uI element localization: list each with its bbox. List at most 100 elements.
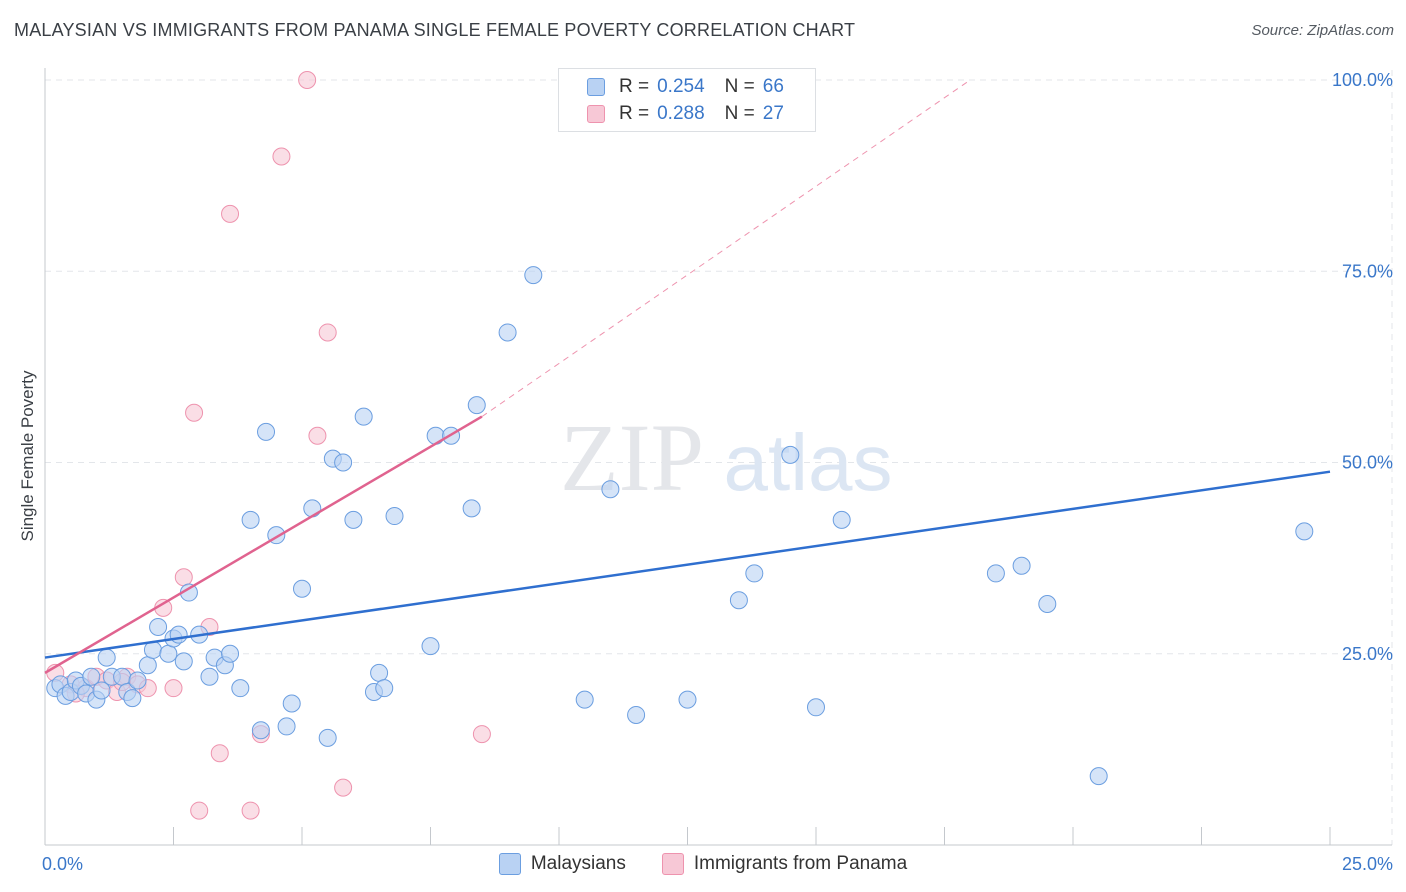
data-point-panama — [241, 801, 260, 820]
data-point-malaysian — [97, 648, 116, 667]
data-point-malaysian — [231, 679, 250, 698]
legend-item-panama[interactable]: Immigrants from Panama — [661, 853, 908, 875]
data-point-malaysian — [375, 679, 394, 698]
data-point-malaysian — [174, 652, 193, 671]
data-point-malaysian — [82, 667, 101, 686]
legend-r-label: R = — [619, 76, 650, 97]
data-point-malaysian — [678, 690, 697, 709]
data-point-malaysian — [149, 617, 168, 636]
legend-label-panama: Immigrants from Panama — [693, 853, 908, 874]
data-point-malaysian — [498, 323, 517, 342]
grid-lines — [45, 70, 1393, 845]
data-point-malaysian — [524, 266, 543, 285]
data-point-malaysian — [1295, 522, 1314, 541]
data-point-malaysian — [303, 499, 322, 518]
chart-title: MALAYSIAN VS IMMIGRANTS FROM PANAMA SING… — [14, 20, 856, 40]
data-point-panama — [318, 323, 337, 342]
x-tick-label: 25.0% — [1342, 854, 1393, 874]
data-point-panama — [298, 71, 317, 89]
data-point-malaysian — [113, 667, 132, 686]
tick-labels: 25.0% 50.0% 75.0% 100.0% 0.0% 25.0% — [42, 70, 1393, 874]
legend-row-panama: R = 0.288 N = 27 — [587, 101, 784, 127]
stats-legend: R = 0.254 N = 66 R = 0.288 N = 27 — [558, 68, 816, 132]
data-point-panama — [164, 679, 183, 698]
series-panama-points — [46, 71, 491, 820]
axes — [44, 68, 1392, 846]
data-point-malaysian — [729, 591, 748, 610]
watermark-zip: ZIP — [560, 404, 704, 511]
legend-r-value: 0.254 — [657, 76, 705, 97]
y-tick-label: 75.0% — [1342, 261, 1393, 281]
data-point-panama — [334, 778, 353, 797]
data-point-malaysian — [334, 453, 353, 472]
data-point-malaysian — [138, 656, 157, 675]
data-point-panama — [221, 204, 240, 223]
data-point-malaysian — [318, 728, 337, 747]
data-point-malaysian — [385, 507, 404, 526]
data-point-panama — [272, 147, 291, 166]
data-point-malaysian — [282, 694, 301, 713]
series-malaysians-points — [46, 266, 1314, 786]
data-point-malaysian — [807, 698, 825, 717]
x-tick-label: 0.0% — [42, 854, 83, 874]
trend-lines — [44, 79, 1331, 674]
data-point-malaysian — [344, 510, 363, 529]
legend-row-malaysians: R = 0.254 N = 66 — [587, 74, 784, 100]
data-point-malaysian — [745, 564, 764, 583]
data-point-malaysian — [123, 689, 142, 708]
legend-swatch-blue — [587, 78, 605, 96]
data-point-malaysian — [200, 667, 219, 686]
data-point-malaysian — [293, 579, 311, 598]
data-point-malaysian — [257, 422, 276, 441]
data-point-malaysian — [169, 625, 188, 644]
trend-line-malaysians — [44, 470, 1331, 659]
legend-n-label: N = — [724, 76, 755, 97]
legend-swatch-blue — [498, 853, 521, 875]
data-point-malaysian — [159, 644, 178, 663]
legend-r-label: R = — [619, 103, 650, 124]
legend-n-value: 27 — [762, 103, 784, 124]
legend-swatch-pink — [587, 105, 605, 123]
y-tick-label: 25.0% — [1342, 644, 1393, 664]
data-point-malaysian — [1089, 767, 1108, 786]
y-tick-label: 100.0% — [1332, 70, 1393, 90]
trend-line-panama — [44, 415, 483, 674]
data-point-malaysian — [1012, 556, 1031, 575]
data-point-panama — [472, 725, 491, 744]
legend-n-label: N = — [724, 103, 755, 124]
data-point-malaysian — [986, 564, 1005, 583]
data-point-malaysian — [462, 499, 481, 518]
data-point-malaysian — [277, 717, 296, 736]
data-point-malaysian — [421, 637, 440, 656]
data-point-panama — [210, 744, 229, 763]
data-point-malaysian — [627, 705, 646, 724]
data-point-malaysian — [601, 480, 620, 499]
data-point-malaysian — [221, 644, 240, 663]
legend-swatch-pink — [661, 853, 684, 875]
data-point-malaysian — [467, 396, 486, 415]
data-point-panama — [308, 426, 327, 445]
series-legend: Malaysians Immigrants from Panama — [0, 850, 1406, 878]
data-point-malaysian — [370, 663, 389, 682]
data-point-malaysian — [575, 690, 594, 709]
legend-r-value: 0.288 — [657, 103, 705, 124]
legend-n-value: 66 — [762, 76, 784, 97]
data-point-malaysian — [92, 681, 111, 700]
data-point-malaysian — [1038, 595, 1057, 614]
data-point-malaysian — [128, 671, 147, 690]
y-tick-label: 50.0% — [1342, 453, 1393, 473]
legend-label-malaysians: Malaysians — [530, 853, 626, 874]
source-label: Source: ZipAtlas.com — [1251, 22, 1394, 39]
data-point-panama — [190, 801, 209, 820]
data-point-panama — [174, 568, 193, 587]
data-point-malaysian — [251, 721, 270, 740]
data-point-malaysian — [832, 510, 851, 529]
data-point-malaysian — [781, 445, 800, 464]
watermark: ZIP atlas — [560, 404, 892, 511]
data-point-malaysian — [354, 407, 373, 426]
data-point-malaysian — [241, 510, 260, 529]
watermark-atlas: atlas — [724, 418, 893, 507]
data-point-panama — [185, 403, 204, 422]
legend-item-malaysians[interactable]: Malaysians — [498, 853, 626, 875]
